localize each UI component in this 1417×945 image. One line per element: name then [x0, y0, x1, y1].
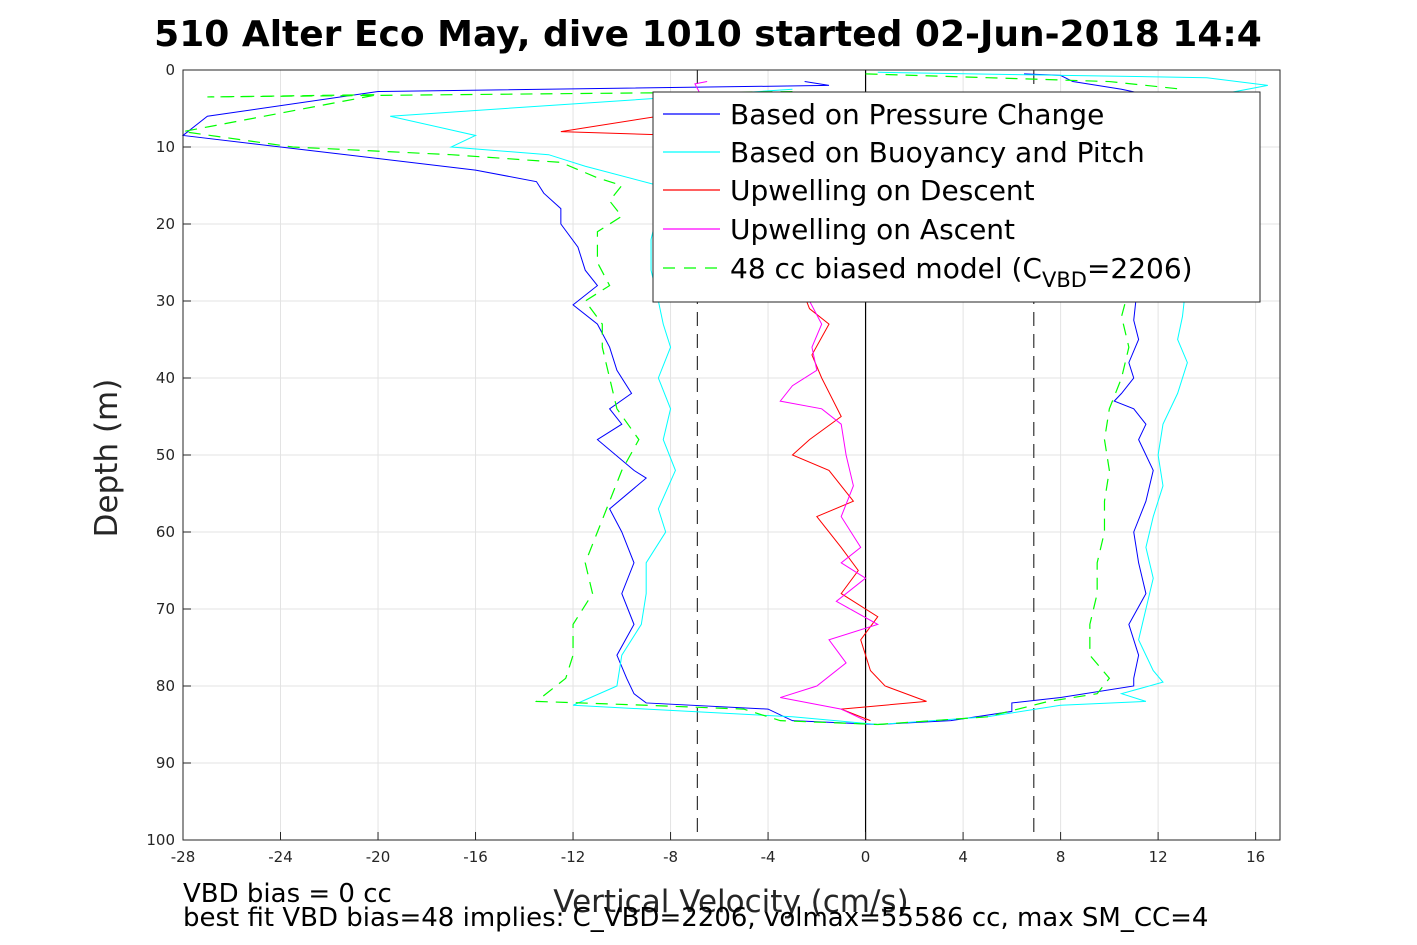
legend-label-subscript: VBD	[1042, 268, 1087, 292]
x-tick-label: 16	[1246, 848, 1265, 866]
x-tick-label: -24	[268, 848, 293, 866]
y-tick-label: 40	[156, 369, 175, 387]
series-48-cc-biased-model-c-vbd-2206-descent	[182, 90, 878, 726]
x-ticks: -28 -24 -20 -16 -12 -8 -4 0 4 8 12 16	[171, 832, 1265, 866]
series-based-on-pressure-change-descent	[181, 81, 878, 725]
y-tick-label: 80	[156, 677, 175, 695]
y-tick-label: 70	[156, 600, 175, 618]
y-tick-label: 30	[156, 292, 175, 310]
x-tick-label: 4	[958, 848, 968, 866]
y-tick-label: 90	[156, 754, 175, 772]
legend-label-based-on-pressure-change: Based on Pressure Change	[730, 98, 1104, 131]
series-48-cc-biased-model-c-vbd-2206-ascent	[865, 73, 1184, 726]
legend-label-prefix: 48 cc biased model (C	[730, 252, 1042, 285]
chart-title: 510 Alter Eco May, dive 1010 started 02-…	[154, 14, 1262, 55]
y-tick-label: 0	[165, 61, 175, 79]
y-ticks: 0 10 20 30 40 50 60 70 80 90 100	[146, 61, 191, 849]
footnote-vbd-bias: VBD bias = 0 cc	[183, 879, 392, 909]
x-tick-label: -20	[366, 848, 391, 866]
legend-label-48-cc-biased-model-c-vbd-2206: 48 cc biased model (CVBD=2206)	[730, 252, 1193, 292]
y-axis-label: Depth (m)	[89, 379, 125, 538]
legend: Based on Pressure Change Based on Buoyanc…	[652, 91, 1261, 303]
x-tick-label: -16	[463, 848, 488, 866]
legend-label-suffix: =2206)	[1087, 252, 1193, 285]
legend-label-upwelling-on-ascent: Upwelling on Ascent	[730, 213, 1015, 246]
y-tick-label: 100	[146, 831, 175, 849]
x-tick-label: -12	[561, 848, 586, 866]
y-tick-label: 20	[156, 215, 175, 233]
x-tick-label: 12	[1149, 848, 1168, 866]
x-tick-label: -8	[663, 848, 678, 866]
x-tick-label: -28	[171, 848, 196, 866]
y-tick-label: 50	[156, 446, 175, 464]
x-tick-label: 8	[1056, 848, 1066, 866]
x-tick-label: 0	[861, 848, 871, 866]
legend-label-upwelling-on-descent: Upwelling on Descent	[730, 174, 1035, 207]
y-tick-label: 10	[156, 138, 175, 156]
series-based-on-buoyancy-and-pitch-descent	[390, 88, 878, 725]
footnote-best-fit: best fit VBD bias=48 implies: C_VBD=2206…	[183, 903, 1208, 933]
series-upwelling-on-ascent-descent	[694, 81, 880, 722]
y-tick-label: 60	[156, 523, 175, 541]
x-tick-label: -4	[761, 848, 776, 866]
legend-box	[652, 91, 1261, 303]
x-axis-label: Vertical Velocity (cm/s)	[553, 884, 908, 920]
legend-label-based-on-buoyancy-and-pitch: Based on Buoyancy and Pitch	[730, 136, 1145, 169]
